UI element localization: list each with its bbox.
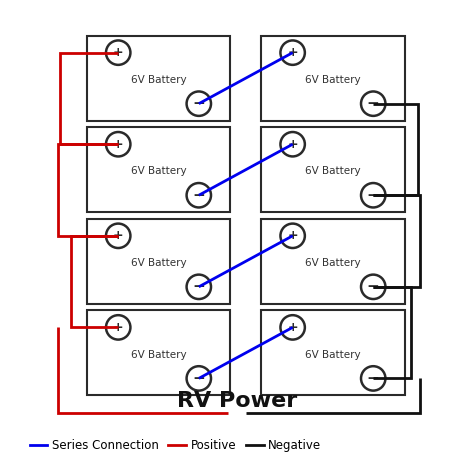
Circle shape (106, 315, 130, 339)
Circle shape (281, 315, 305, 339)
Text: 6V Battery: 6V Battery (305, 258, 361, 268)
FancyBboxPatch shape (87, 219, 230, 304)
FancyBboxPatch shape (261, 219, 405, 304)
FancyBboxPatch shape (261, 310, 405, 395)
Circle shape (281, 132, 305, 156)
Text: −: − (192, 371, 205, 386)
Circle shape (187, 91, 211, 116)
Circle shape (361, 366, 385, 391)
Text: +: + (113, 46, 124, 59)
Circle shape (187, 274, 211, 299)
Text: +: + (287, 321, 298, 334)
FancyBboxPatch shape (261, 127, 405, 212)
Circle shape (106, 40, 130, 65)
Text: −: − (367, 279, 380, 294)
Text: RV Power: RV Power (177, 391, 297, 410)
Text: +: + (113, 321, 124, 334)
Text: −: − (192, 279, 205, 294)
Circle shape (281, 224, 305, 248)
Text: 6V Battery: 6V Battery (305, 75, 361, 85)
Text: +: + (287, 138, 298, 151)
Text: 6V Battery: 6V Battery (305, 166, 361, 176)
Text: 6V Battery: 6V Battery (131, 350, 186, 360)
Text: −: − (367, 96, 380, 111)
Circle shape (361, 274, 385, 299)
FancyBboxPatch shape (87, 127, 230, 212)
Text: 6V Battery: 6V Battery (131, 166, 186, 176)
Text: −: − (192, 188, 205, 203)
Text: 6V Battery: 6V Battery (131, 75, 186, 85)
Text: −: − (367, 188, 380, 203)
Text: +: + (113, 229, 124, 242)
Text: −: − (192, 96, 205, 111)
Text: −: − (367, 371, 380, 386)
Circle shape (187, 183, 211, 208)
Text: 6V Battery: 6V Battery (131, 258, 186, 268)
Circle shape (106, 224, 130, 248)
Circle shape (281, 40, 305, 65)
Circle shape (361, 183, 385, 208)
Text: +: + (287, 229, 298, 242)
Legend: Series Connection, Positive, Negative: Series Connection, Positive, Negative (25, 435, 326, 457)
Text: +: + (113, 138, 124, 151)
Circle shape (106, 132, 130, 156)
FancyBboxPatch shape (261, 36, 405, 121)
Circle shape (361, 91, 385, 116)
Text: +: + (287, 46, 298, 59)
FancyBboxPatch shape (87, 36, 230, 121)
Circle shape (187, 366, 211, 391)
FancyBboxPatch shape (87, 310, 230, 395)
Text: 6V Battery: 6V Battery (305, 350, 361, 360)
